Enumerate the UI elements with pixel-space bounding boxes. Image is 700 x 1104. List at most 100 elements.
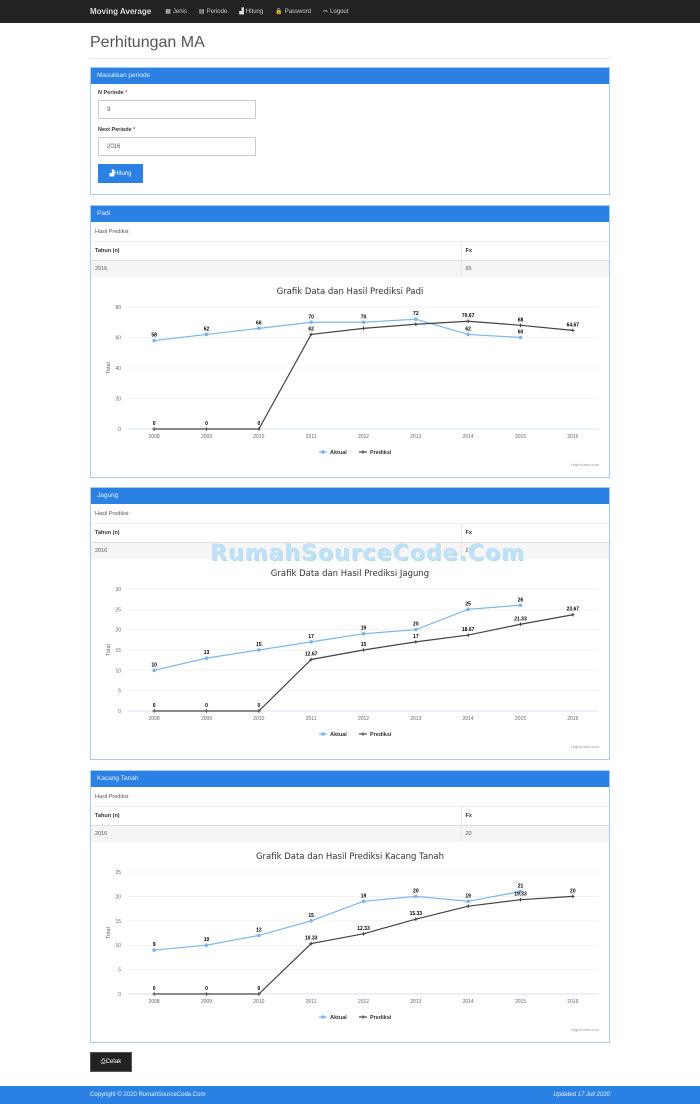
data-label: 58 bbox=[151, 333, 157, 339]
col-fx: Fx bbox=[460, 242, 609, 261]
x-tick-label: 2016 bbox=[567, 716, 578, 722]
chart-title: Grafik Data dan Hasil Prediksi Jagung bbox=[271, 569, 429, 579]
legend-item-aktual[interactable]: Aktual bbox=[319, 1015, 347, 1021]
data-label: 23.67 bbox=[567, 607, 580, 613]
chart-padi: Grafik Data dan Hasil Prediksi Padi 0 20 40… bbox=[106, 287, 600, 467]
data-label: 62 bbox=[308, 326, 314, 332]
panel-heading: Masukkan periode bbox=[91, 68, 609, 84]
x-tick-label: 2008 bbox=[149, 716, 160, 722]
brand-link[interactable]: Moving Average bbox=[90, 7, 152, 16]
svg-text:Prediksi: Prediksi bbox=[370, 732, 392, 738]
credit-link: Highcharts.com bbox=[571, 744, 599, 749]
data-label: 0 bbox=[153, 986, 156, 992]
data-label: 20 bbox=[570, 888, 576, 894]
data-label: 18.67 bbox=[462, 627, 475, 633]
data-label: 0 bbox=[205, 986, 208, 992]
x-tick-label: 2011 bbox=[306, 999, 317, 1005]
nav-item-password[interactable]: 🔒 Password bbox=[275, 8, 312, 16]
nav-item-hitung[interactable]: ▟ Hitung bbox=[239, 8, 264, 16]
updated-text: Updated 17 Juli 2020 bbox=[553, 1092, 610, 1098]
data-label: 64.67 bbox=[567, 322, 580, 328]
x-tick-label: 2013 bbox=[410, 434, 421, 440]
data-label: 0 bbox=[153, 703, 156, 709]
credit-link: Highcharts.com bbox=[571, 1027, 599, 1032]
data-label: 66 bbox=[256, 320, 262, 326]
col-fx: Fx bbox=[460, 524, 609, 543]
bar-chart-icon: ▟ bbox=[239, 9, 244, 15]
result-panel-padi: Padi Hasil Prediksi: Tahun (n) Fx 2016 65 … bbox=[90, 205, 610, 478]
x-tick-label: 2014 bbox=[463, 434, 474, 440]
result-table: Tahun (n) Fx 2016 65 bbox=[91, 242, 609, 277]
next-periode-label: Next Periode * bbox=[98, 127, 136, 133]
y-tick-label: 60 bbox=[115, 336, 121, 342]
x-tick-label: 2008 bbox=[149, 434, 160, 440]
data-label: 0 bbox=[257, 421, 260, 427]
y-axis-label: Total bbox=[106, 362, 112, 374]
data-label: 20 bbox=[413, 888, 419, 894]
y-axis-label: Total bbox=[106, 644, 112, 656]
data-label: 10 bbox=[204, 937, 210, 943]
data-label: 72 bbox=[413, 311, 419, 317]
y-tick-label: 20 bbox=[115, 894, 121, 900]
page-title: Perhitungan MA bbox=[90, 34, 205, 51]
svg-text:Aktual: Aktual bbox=[330, 732, 347, 738]
data-label: 13 bbox=[204, 650, 210, 656]
data-label: 70 bbox=[308, 314, 314, 320]
x-tick-label: 2015 bbox=[515, 716, 526, 722]
data-label: 21 bbox=[518, 884, 524, 890]
nav-item-logout[interactable]: ⇨ Logout bbox=[323, 8, 349, 16]
chart-title: Grafik Data dan Hasil Prediksi Padi bbox=[277, 287, 424, 297]
legend-item-prediksi[interactable]: Prediksi bbox=[359, 732, 392, 738]
data-label: 70 bbox=[361, 314, 367, 320]
nav-item-periode[interactable]: ▤ Periode bbox=[198, 8, 228, 16]
chart-title: Grafik Data dan Hasil Prediksi Kacang Ta… bbox=[256, 852, 444, 862]
copyright-text: Copyright © 2020 RumahSourceCode.Com bbox=[90, 1092, 206, 1098]
n-periode-label: N Periode * bbox=[98, 90, 128, 96]
chart-jagung: Grafik Data dan Hasil Prediksi Jagung 0 5 1… bbox=[106, 569, 600, 749]
next-periode-input[interactable]: 2016 bbox=[98, 137, 256, 156]
x-tick-label: 2015 bbox=[515, 999, 526, 1005]
data-label: 15 bbox=[308, 913, 314, 919]
data-label: 70.67 bbox=[462, 313, 475, 319]
data-label: 21.33 bbox=[514, 616, 527, 622]
col-year: Tahun (n) bbox=[91, 524, 461, 543]
result-table: Tahun (n) Fx 2016 20 bbox=[91, 807, 609, 842]
legend-item-aktual[interactable]: Aktual bbox=[319, 732, 347, 738]
svg-text:Aktual: Aktual bbox=[330, 1015, 347, 1021]
hitung-button[interactable]: ▟ Hitung bbox=[98, 164, 143, 183]
x-tick-label: 2012 bbox=[358, 434, 369, 440]
print-button[interactable]: ⎙ Cetak bbox=[90, 1052, 132, 1072]
x-tick-label: 2015 bbox=[515, 434, 526, 440]
data-label: 68 bbox=[518, 317, 524, 323]
legend-item-aktual[interactable]: Aktual bbox=[319, 450, 347, 456]
svg-text:Prediksi: Prediksi bbox=[370, 450, 392, 456]
data-label: 12.33 bbox=[357, 926, 370, 932]
legend-item-prediksi[interactable]: Prediksi bbox=[359, 1015, 392, 1021]
x-tick-label: 2013 bbox=[410, 999, 421, 1005]
data-label: 0 bbox=[153, 421, 156, 427]
svg-text:Prediksi: Prediksi bbox=[370, 1015, 392, 1021]
y-tick-label: 40 bbox=[115, 366, 121, 372]
x-tick-label: 2014 bbox=[463, 999, 474, 1005]
x-tick-label: 2014 bbox=[463, 716, 474, 722]
data-label: 19 bbox=[465, 893, 471, 899]
lock-icon: 🔒 bbox=[275, 9, 283, 15]
x-tick-label: 2010 bbox=[253, 999, 264, 1005]
data-label: 0 bbox=[257, 986, 260, 992]
legend-item-prediksi[interactable]: Prediksi bbox=[359, 450, 392, 456]
credit-link: Highcharts.com bbox=[571, 462, 599, 467]
nav-item-jenis[interactable]: ▦ Jenis bbox=[165, 8, 187, 16]
y-axis-label: Total bbox=[106, 927, 112, 939]
result-panel-kacang-tanah: Kacang Tanah Hasil Prediksi: Tahun (n) Fx… bbox=[90, 770, 610, 1043]
data-label: 10 bbox=[151, 662, 157, 668]
y-tick-label: 10 bbox=[115, 668, 121, 674]
x-tick-label: 2009 bbox=[201, 716, 212, 722]
data-label: 15 bbox=[256, 642, 262, 648]
chart-kacang-tanah: Grafik Data dan Hasil Prediksi Kacang Ta… bbox=[106, 852, 600, 1032]
y-tick-label: 20 bbox=[115, 397, 121, 403]
data-label: 19.33 bbox=[514, 892, 527, 898]
printer-icon: ⎙ bbox=[100, 1058, 106, 1065]
data-label: 15 bbox=[361, 642, 367, 648]
n-periode-input[interactable]: 3 bbox=[98, 100, 256, 119]
y-tick-label: 10 bbox=[115, 943, 121, 949]
